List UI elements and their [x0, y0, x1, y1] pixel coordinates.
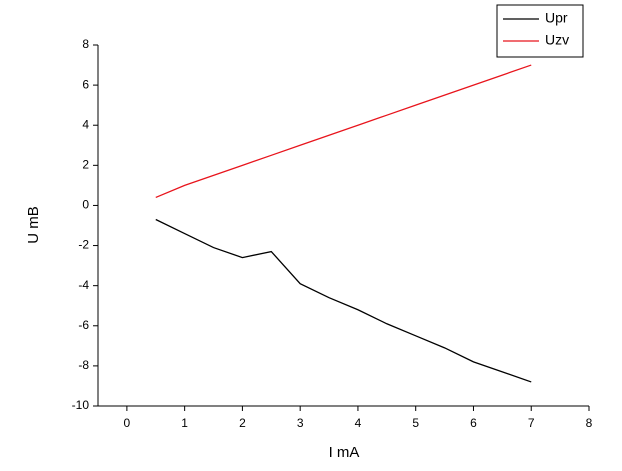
y-tick-label: -10	[72, 398, 90, 412]
y-tick-label: 6	[82, 77, 89, 91]
x-tick-label: 1	[181, 416, 188, 430]
series-line	[155, 218, 532, 383]
legend-label: Uzv	[545, 32, 569, 48]
x-axis-title: I mA	[329, 444, 360, 461]
legend-box	[496, 4, 584, 58]
series-line	[155, 64, 532, 199]
y-tick-label: 2	[82, 158, 89, 172]
y-tick-label: -8	[78, 358, 89, 372]
x-tick-label: 2	[239, 416, 246, 430]
y-tick-label: -6	[78, 318, 89, 332]
y-axis-title: U mB	[25, 206, 42, 244]
y-tick-label: 0	[82, 198, 89, 212]
x-tick-label: 4	[355, 416, 362, 430]
x-tick-label: 5	[412, 416, 419, 430]
y-tick-label: -4	[78, 278, 89, 292]
x-tick-label: 7	[528, 416, 535, 430]
y-tick-label: -2	[78, 238, 89, 252]
legend-label: Upr	[545, 10, 568, 26]
y-tick-label: 4	[82, 117, 89, 131]
y-tick-label: 8	[82, 37, 89, 51]
x-tick-label: 3	[297, 416, 304, 430]
x-tick-label: 0	[124, 416, 131, 430]
x-tick-label: 8	[586, 416, 593, 430]
x-tick-label: 6	[470, 416, 477, 430]
